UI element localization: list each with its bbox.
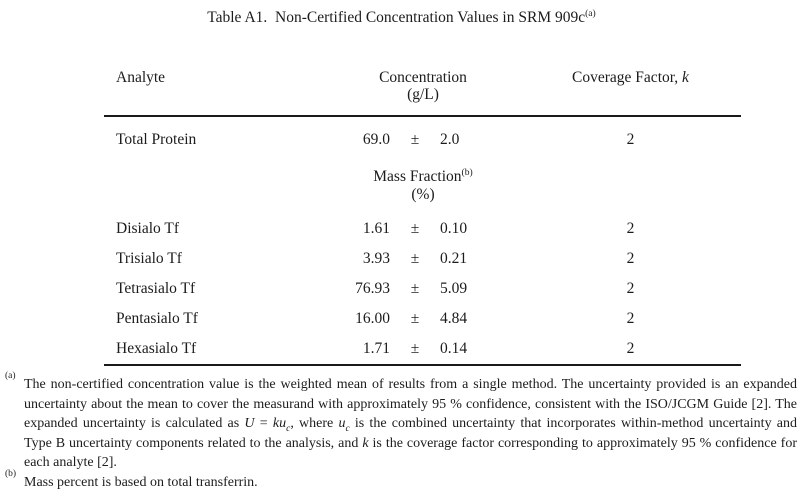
cell-coverage-factor: 2 [626, 220, 635, 237]
cell-value: 1.61 [362, 220, 390, 237]
variable-ku: kuc [272, 416, 291, 434]
table-row: Pentasialo Tf 16.00 ± 4.84 2 [104, 304, 741, 334]
header-coverage-factor-k: k [682, 69, 689, 86]
footnote-a-text: , where [290, 416, 339, 431]
plus-minus-sign: ± [410, 220, 420, 237]
header-concentration-unit: (g/L) [407, 86, 439, 103]
cell-uncertainty: 5.09 [440, 280, 468, 297]
cell-value: 16.00 [355, 310, 390, 327]
plus-minus-sign: ± [410, 131, 420, 148]
table-row: Trisialo Tf 3.93 ± 0.21 2 [104, 244, 741, 274]
plus-minus-sign: ± [410, 310, 420, 327]
footnote-b: (b) Mass percent is based on total transf… [5, 468, 258, 489]
header-analyte: Analyte [116, 69, 166, 86]
cell-uncertainty: 4.84 [440, 310, 468, 327]
cell-uncertainty: 0.21 [440, 250, 468, 267]
header-concentration: Concentration (g/L) [326, 69, 520, 103]
section-header-mass-fraction: Mass Fraction(b) (%) [104, 168, 741, 204]
cell-coverage-factor: 2 [626, 250, 635, 267]
table-caption-text: Table A1. Non-Certified Concentration Va… [207, 9, 586, 26]
cell-value: 1.71 [362, 340, 390, 357]
cell-uncertainty: 0.14 [440, 340, 468, 357]
table-header-row: Analyte Concentration (g/L) Coverage Fac… [104, 69, 741, 117]
variable-k: k [362, 435, 369, 451]
footnotes: (a) The non-certified concentration value… [5, 371, 797, 489]
footnote-a: (a) The non-certified concentration value… [5, 371, 797, 471]
cell-analyte: Total Protein [116, 131, 197, 148]
subscript-c: c [345, 423, 350, 434]
plus-minus-sign: ± [410, 250, 420, 267]
cell-coverage-factor: 2 [626, 310, 635, 327]
header-concentration-label: Concentration [379, 69, 467, 86]
plus-minus-sign: ± [410, 340, 420, 357]
cell-coverage-factor: 2 [626, 340, 635, 357]
variable-U: U [244, 416, 255, 431]
cell-analyte: Trisialo Tf [116, 250, 182, 267]
section-title: Mass Fraction(b) [326, 168, 520, 186]
cell-value: 76.93 [355, 280, 390, 297]
cell-coverage-factor: 2 [626, 280, 635, 297]
section-title-text: Mass Fraction [373, 168, 462, 185]
table-row: Disialo Tf 1.61 ± 0.10 2 [104, 214, 741, 244]
cell-uncertainty: 0.10 [440, 220, 468, 237]
subscript-c: c [286, 423, 291, 434]
table-caption: Table A1. Non-Certified Concentration Va… [0, 9, 803, 27]
footnote-a-text: is the combined uncertainty that incorpo… [24, 416, 797, 451]
table-row: Total Protein 69.0 ± 2.0 2 [104, 125, 741, 155]
footnote-a-text: is the coverage factor corresponding to … [24, 435, 797, 471]
cell-value: 69.0 [362, 131, 390, 148]
section-header-content: Mass Fraction(b) (%) [326, 168, 520, 204]
cell-analyte: Hexasialo Tf [116, 340, 197, 357]
header-coverage-factor: Coverage Factor, k [520, 69, 741, 103]
cell-analyte: Pentasialo Tf [116, 310, 198, 327]
cell-analyte: Disialo Tf [116, 220, 179, 237]
header-coverage-factor-text: Coverage Factor, [572, 69, 683, 86]
section-unit: (%) [411, 186, 435, 203]
table-row: Tetrasialo Tf 76.93 ± 5.09 2 [104, 274, 741, 304]
plus-minus-sign: ± [410, 280, 420, 297]
variable-u: uc [338, 416, 350, 434]
table-caption-footnote-marker: (a) [585, 7, 596, 19]
data-table: Analyte Concentration (g/L) Coverage Fac… [104, 69, 741, 366]
cell-value: 3.93 [362, 250, 390, 267]
footnote-a-text: The non-certified concentration value is… [24, 377, 797, 431]
table-row: Hexasialo Tf 1.71 ± 0.14 2 [104, 334, 741, 364]
footnote-b-text: Mass percent is based on total transferr… [24, 474, 258, 489]
cell-analyte: Tetrasialo Tf [116, 280, 196, 297]
section-footnote-marker: (b) [461, 166, 473, 178]
cell-coverage-factor: 2 [626, 131, 635, 148]
equals-sign: = [254, 416, 273, 431]
cell-uncertainty: 2.0 [440, 131, 460, 148]
